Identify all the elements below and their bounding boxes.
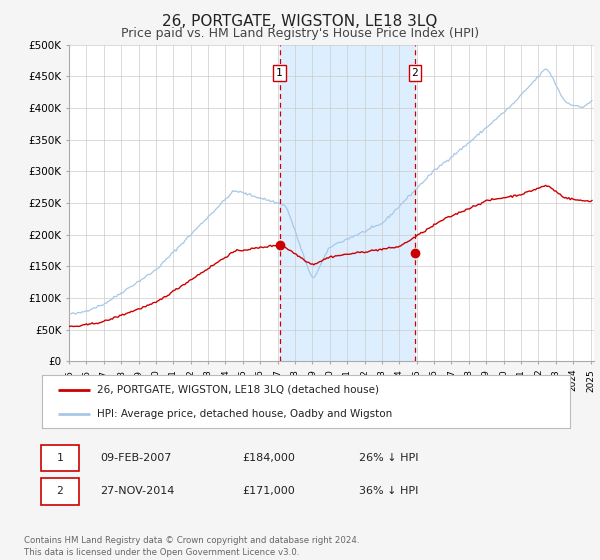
Text: 27-NOV-2014: 27-NOV-2014 [100, 487, 175, 496]
Text: 26, PORTGATE, WIGSTON, LE18 3LQ (detached house): 26, PORTGATE, WIGSTON, LE18 3LQ (detache… [97, 385, 379, 395]
Text: Price paid vs. HM Land Registry's House Price Index (HPI): Price paid vs. HM Land Registry's House … [121, 27, 479, 40]
Text: 1: 1 [56, 453, 64, 463]
Text: 1: 1 [276, 68, 283, 78]
Text: 26% ↓ HPI: 26% ↓ HPI [359, 453, 418, 463]
Text: 2: 2 [412, 68, 418, 78]
Text: 26, PORTGATE, WIGSTON, LE18 3LQ: 26, PORTGATE, WIGSTON, LE18 3LQ [163, 14, 437, 29]
Bar [280, 45, 415, 361]
Text: 2: 2 [56, 487, 64, 496]
Text: HPI: Average price, detached house, Oadby and Wigston: HPI: Average price, detached house, Oadb… [97, 409, 392, 419]
Text: 09-FEB-2007: 09-FEB-2007 [100, 453, 172, 463]
Text: £171,000: £171,000 [242, 487, 295, 496]
Text: Contains HM Land Registry data © Crown copyright and database right 2024.
This d: Contains HM Land Registry data © Crown c… [24, 536, 359, 557]
Text: £184,000: £184,000 [242, 453, 296, 463]
FancyBboxPatch shape [41, 445, 79, 471]
FancyBboxPatch shape [41, 478, 79, 505]
Text: 36% ↓ HPI: 36% ↓ HPI [359, 487, 418, 496]
